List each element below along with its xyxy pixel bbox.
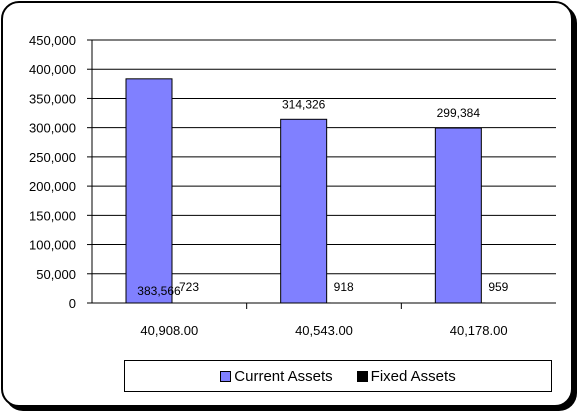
data-label-current-assets: 383,566	[137, 284, 181, 298]
legend-label-current-assets: Current Assets	[234, 367, 333, 385]
data-label-current-assets: 314,326	[282, 97, 326, 111]
y-tick-label: 150,000	[29, 208, 76, 223]
y-tick-label: 50,000	[36, 267, 76, 282]
x-category-label: 40,543.00	[295, 323, 353, 338]
legend-label-fixed-assets: Fixed Assets	[370, 367, 456, 385]
y-tick-label: 350,000	[29, 91, 76, 106]
data-label-fixed-assets: 918	[334, 280, 354, 294]
y-tick-label: 200,000	[29, 179, 76, 194]
x-category-label: 40,908.00	[140, 323, 198, 338]
legend-swatch-fixed-assets	[356, 370, 368, 382]
legend-item-current-assets: Current Assets	[220, 367, 333, 385]
bar-current-assets	[434, 127, 482, 304]
bar-current-assets	[280, 118, 328, 304]
x-category-label: 40,178.00	[450, 323, 508, 338]
y-tick-label: 100,000	[29, 238, 76, 253]
y-axis: 0 50,000 100,000 150,000 200,000 250,000 300,0…	[29, 33, 93, 311]
legend-swatch-current-assets	[220, 370, 232, 382]
data-label-fixed-assets: 959	[488, 280, 508, 294]
bars	[125, 78, 486, 304]
y-tick-label: 250,000	[29, 150, 76, 165]
data-label-fixed-assets: 723	[179, 280, 199, 294]
y-tick-label: 450,000	[29, 33, 76, 48]
x-axis: 40,908.00 40,543.00 40,178.00	[92, 302, 556, 338]
y-tick-label: 300,000	[29, 121, 76, 136]
legend: Current Assets Fixed Assets	[124, 360, 552, 392]
y-tick-label: 400,000	[29, 62, 76, 77]
bar-current-assets	[125, 78, 173, 304]
data-label-current-assets: 299,384	[437, 106, 481, 120]
legend-item-fixed-assets: Fixed Assets	[356, 367, 456, 385]
y-tick-label: 0	[69, 296, 76, 311]
